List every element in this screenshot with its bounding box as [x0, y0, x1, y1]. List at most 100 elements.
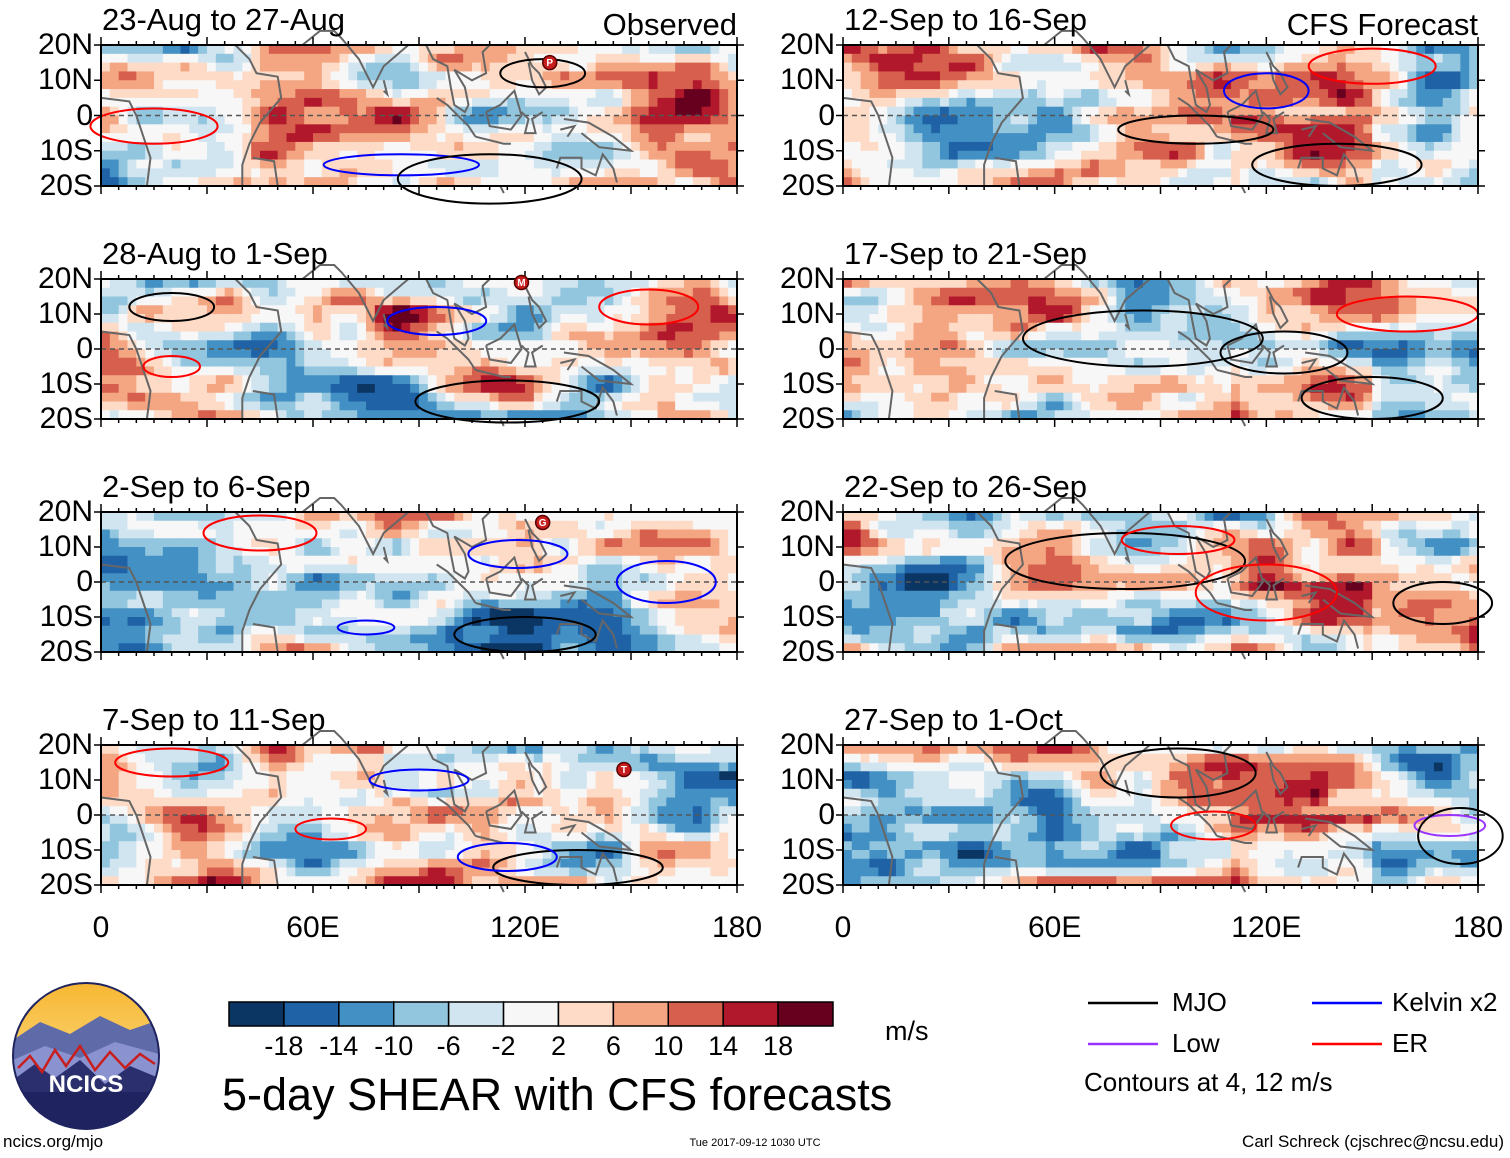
heatmap-cell — [392, 538, 402, 548]
heatmap-cell — [330, 858, 341, 869]
heatmap-cell — [109, 512, 120, 522]
heatmap-cell — [286, 590, 296, 601]
heatmap-cell — [207, 823, 217, 834]
heatmap-cell — [180, 762, 190, 772]
heatmap-cell — [357, 876, 367, 886]
heatmap-cell — [666, 850, 676, 860]
heatmap-cell — [427, 590, 438, 601]
heatmap-cell — [516, 520, 526, 531]
heatmap-cell — [525, 392, 535, 403]
heatmap-cell — [171, 410, 182, 420]
heatmap-cell — [180, 867, 190, 877]
heatmap-cell — [348, 529, 358, 539]
heatmap-cell — [684, 45, 694, 55]
heatmap-cell — [321, 322, 332, 333]
heatmap-cell — [374, 410, 385, 420]
heatmap-cell — [613, 331, 623, 341]
heatmap-cell — [392, 141, 402, 152]
heatmap-cell — [675, 305, 685, 315]
heatmap-cell — [710, 867, 720, 877]
heatmap-cell — [631, 512, 641, 522]
coastline — [560, 124, 577, 138]
heatmap-cell — [295, 287, 305, 298]
heatmap-cell — [171, 314, 182, 324]
heatmap-cell — [472, 520, 482, 531]
heatmap-cell — [472, 331, 482, 341]
heatmap-cell — [242, 547, 252, 557]
heatmap-cell — [136, 89, 146, 99]
heatmap-cell — [189, 753, 199, 764]
heatmap-cell — [207, 617, 217, 627]
heatmap-cell — [101, 366, 111, 376]
heatmap-cell — [233, 124, 243, 134]
heatmap-cell — [692, 410, 703, 420]
heatmap-cell — [171, 340, 182, 350]
heatmap-cell — [542, 555, 553, 566]
heatmap-cell — [542, 823, 553, 834]
heatmap-cell — [251, 340, 261, 350]
heatmap-cell — [215, 867, 226, 877]
heatmap-cell — [251, 643, 261, 653]
heatmap-cell — [286, 124, 296, 134]
heatmap-cell — [516, 141, 526, 152]
heatmap-cell — [366, 314, 376, 324]
heatmap-cell — [304, 89, 314, 99]
heatmap-cell — [560, 520, 570, 531]
heatmap-cell — [154, 410, 164, 420]
heatmap-cell — [419, 529, 429, 539]
heatmap-cell — [145, 582, 155, 592]
heatmap-cell — [171, 296, 182, 306]
heatmap-cell — [586, 520, 597, 531]
heatmap-cell — [569, 780, 579, 790]
heatmap-cell — [516, 366, 526, 376]
heatmap-cell — [454, 314, 464, 324]
heatmap-cell — [692, 745, 703, 755]
heatmap-cell — [357, 555, 367, 566]
heatmap-cell — [383, 762, 394, 772]
heatmap-cell — [357, 71, 367, 81]
heatmap-cell — [551, 788, 561, 799]
heatmap-cell — [507, 643, 517, 653]
heatmap-cell — [383, 745, 394, 755]
heatmap-cell — [251, 410, 261, 420]
heatmap-cell — [162, 159, 173, 169]
heatmap-cell — [286, 762, 296, 772]
heatmap-cell — [171, 780, 182, 790]
heatmap-cell — [242, 573, 252, 583]
heatmap-cell — [207, 815, 217, 825]
heatmap-cell — [666, 806, 676, 816]
heatmap-cell — [207, 512, 217, 522]
heatmap-cell — [268, 133, 279, 143]
heatmap-cell — [242, 538, 252, 548]
heatmap-cell — [330, 296, 341, 306]
heatmap-cell — [419, 590, 429, 601]
heatmap-cell — [419, 305, 429, 315]
heatmap-cell — [578, 832, 588, 842]
heatmap-cell — [631, 608, 641, 618]
heatmap-cell — [277, 71, 288, 81]
heatmap-cell — [533, 287, 544, 298]
heatmap-cell — [215, 806, 226, 816]
coastline — [524, 285, 548, 330]
heatmap-cell — [728, 375, 738, 385]
heatmap-cell — [631, 357, 641, 368]
heatmap-cell — [330, 392, 341, 403]
heatmap-cell — [260, 771, 270, 781]
heatmap-cell — [480, 357, 491, 368]
heatmap-cell — [277, 331, 288, 341]
heatmap-cell — [719, 305, 729, 315]
heatmap-cell — [233, 349, 243, 359]
heatmap-cell — [392, 357, 402, 368]
heatmap-cell — [357, 366, 367, 376]
heatmap-cell — [357, 590, 367, 601]
heatmap-cell — [728, 71, 738, 81]
heatmap-cell — [383, 349, 394, 359]
heatmap-cell — [410, 876, 420, 886]
heatmap-cell — [719, 410, 729, 420]
heatmap-cell — [419, 599, 429, 609]
heatmap-cell — [180, 287, 190, 298]
heatmap-cell — [357, 841, 367, 851]
heatmap-cell — [224, 564, 235, 574]
heatmap-cell — [330, 582, 341, 592]
heatmap-cell — [648, 177, 659, 187]
